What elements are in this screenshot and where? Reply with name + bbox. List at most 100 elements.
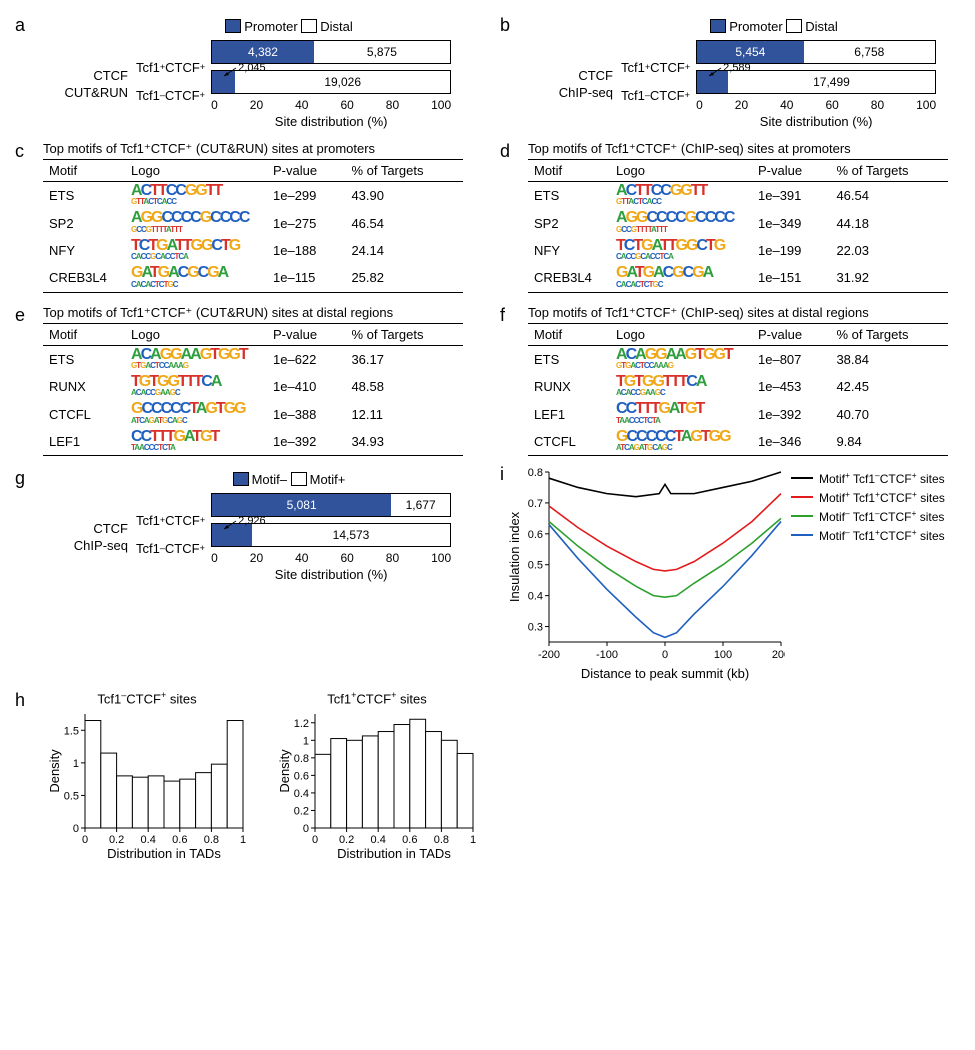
motif-logo: GATGACGCGACACACTCTGC — [610, 264, 752, 292]
density-svg: 00.511.500.20.40.60.81DensityDistributio… — [47, 710, 247, 860]
targets-pct: 9.84 — [830, 428, 948, 456]
legend-label: Motif– Tcf1+CTCF+ sites — [819, 527, 945, 543]
targets-pct: 48.58 — [345, 373, 463, 400]
p-value: 1e–388 — [267, 400, 345, 427]
callout-label: 2,926 — [238, 515, 266, 527]
legend-label: Distal — [805, 19, 838, 34]
p-value: 1e–275 — [267, 209, 345, 236]
density-title: Tcf1+CTCF+ sites — [277, 690, 477, 706]
motif-logo: CCTTTGATGTTAACCCTCTA — [125, 428, 267, 456]
motif-logo: ACTTCCGGTTGTTACTCACC — [610, 182, 752, 210]
motif-table-d: MotifLogoP-value% of TargetsETSACTTCCGGT… — [528, 159, 948, 293]
motif-logo: AGGCCCCGCCCCGCCGTTTTATTT — [610, 209, 752, 236]
motif-title-f: Top motifs of Tcf1⁺CTCF⁺ (ChIP-seq) site… — [528, 305, 960, 321]
stacked-bar: 4,3825,875 — [211, 40, 451, 64]
bar-segment-second: 17,499 — [728, 71, 935, 93]
motif-logo: ACTTCCGGTTGTTACTCACC — [125, 182, 267, 210]
row-label: Tcf1–CTCF+ — [136, 85, 205, 107]
row-label: Tcf1+CTCF+ — [136, 57, 205, 79]
svg-text:Distance to peak summit (kb): Distance to peak summit (kb) — [581, 666, 749, 681]
table-row: ETSACAGGAAGTGGTGTGACTCCAAAG1e–62236.17 — [43, 345, 463, 373]
targets-pct: 44.18 — [830, 209, 948, 236]
table-row: ETSACAGGAAGTGGTGTGACTCCAAAG1e–80738.84 — [528, 345, 948, 373]
svg-text:0.6: 0.6 — [172, 834, 187, 846]
panel-e: e Top motifs of Tcf1⁺CTCF⁺ (CUT&RUN) sit… — [15, 305, 475, 457]
svg-text:0.2: 0.2 — [109, 834, 124, 846]
panel-d: d Top motifs of Tcf1⁺CTCF⁺ (ChIP-seq) si… — [500, 141, 960, 293]
svg-text:-200: -200 — [538, 649, 560, 661]
table-row: CREB3L4GATGACGCGACACACTCTGC1e–11525.82 — [43, 264, 463, 292]
svg-text:0.4: 0.4 — [528, 591, 543, 603]
density-svg: 00.20.40.60.811.200.20.40.60.81DensityDi… — [277, 710, 477, 860]
motif-name: LEF1 — [528, 400, 610, 427]
y-category-label: CTCFCUT&RUN — [43, 68, 136, 102]
svg-text:0.3: 0.3 — [528, 622, 543, 634]
panel-b: b Promoter Distal CTCFChIP-seqTcf1+CTCF+… — [500, 15, 960, 129]
svg-text:0.8: 0.8 — [528, 467, 543, 479]
panel-f: f Top motifs of Tcf1⁺CTCF⁺ (ChIP-seq) si… — [500, 305, 960, 457]
table-row: LEF1CCTTTGATGTTAACCCTCTA1e–39240.70 — [528, 400, 948, 427]
svg-text:Distribution in TADs: Distribution in TADs — [337, 846, 451, 860]
svg-text:100: 100 — [714, 649, 732, 661]
svg-text:0.6: 0.6 — [402, 834, 417, 846]
table-row: NFYTCTGATTGGCTGCACCGCACCTCA1e–18824.14 — [43, 237, 463, 264]
svg-text:0.6: 0.6 — [528, 529, 543, 541]
motif-logo: GCCCCCTAGTGGATCAGATGCAGC — [125, 400, 267, 427]
bar-segment-second: 6,758 — [804, 41, 936, 63]
stacked-bar: 14,5732,926 — [211, 523, 451, 547]
motif-logo: GCCCCCTAGTGGATCAGATGCAGC — [610, 428, 752, 456]
table-row: RUNXTGTGGTTTCAACACCGAAGC1e–41048.58 — [43, 373, 463, 400]
table-row: ETSACTTCCGGTTGTTACTCACC1e–29943.90 — [43, 182, 463, 210]
p-value: 1e–391 — [752, 182, 830, 210]
p-value: 1e–151 — [752, 264, 830, 292]
motif-name: RUNX — [528, 373, 610, 400]
targets-pct: 40.70 — [830, 400, 948, 427]
motif-name: ETS — [43, 345, 125, 373]
svg-text:0: 0 — [303, 823, 309, 835]
motif-name: NFY — [528, 237, 610, 264]
svg-text:1: 1 — [73, 758, 79, 770]
row-label: Tcf1–CTCF+ — [136, 538, 205, 560]
row-label: Tcf1–CTCF+ — [621, 85, 690, 107]
stacked-bar: 5,0811,677 — [211, 493, 451, 517]
table-header: P-value — [752, 160, 830, 182]
panel-label-f: f — [500, 305, 505, 326]
motif-logo: TCTGATTGGCTGCACCGCACCTCA — [125, 237, 267, 264]
line-plot-i: 0.30.40.50.60.70.8-200-1000100200Insulat… — [500, 464, 960, 684]
stacked-bar: 5,4546,758 — [696, 40, 936, 64]
table-header: Motif — [43, 160, 125, 182]
table-header: Motif — [528, 160, 610, 182]
row-label: Tcf1+CTCF+ — [621, 57, 690, 79]
motif-name: RUNX — [43, 373, 125, 400]
line-legend: Motif+ Tcf1–CTCF+ sitesMotif+ Tcf1+CTCF+… — [785, 464, 945, 684]
svg-text:0: 0 — [312, 834, 318, 846]
panel-label-d: d — [500, 141, 510, 162]
motif-title-c: Top motifs of Tcf1⁺CTCF⁺ (CUT&RUN) sites… — [43, 141, 475, 157]
svg-text:0.2: 0.2 — [339, 834, 354, 846]
p-value: 1e–392 — [267, 428, 345, 456]
svg-text:0.8: 0.8 — [434, 834, 449, 846]
legend-swatch — [791, 534, 813, 536]
p-value: 1e–622 — [267, 345, 345, 373]
legend-label: Promoter — [729, 19, 782, 34]
table-header: % of Targets — [830, 323, 948, 345]
svg-text:1: 1 — [470, 834, 476, 846]
stacked-bar: 17,4992,589 — [696, 70, 936, 94]
panel-label-h: h — [15, 690, 25, 711]
table-row: RUNXTGTGGTTTCAACACCGAAGC1e–45342.45 — [528, 373, 948, 400]
targets-pct: 36.17 — [345, 345, 463, 373]
panel-label-i: i — [500, 464, 504, 485]
legend-label: Distal — [320, 19, 353, 34]
table-header: Motif — [43, 323, 125, 345]
p-value: 1e–410 — [267, 373, 345, 400]
p-value: 1e–807 — [752, 345, 830, 373]
legend-swatch — [791, 515, 813, 517]
x-axis-label: Site distribution (%) — [211, 114, 451, 129]
motif-logo: TGTGGTTTCAACACCGAAGC — [610, 373, 752, 400]
table-header: Logo — [125, 160, 267, 182]
motif-name: NFY — [43, 237, 125, 264]
motif-name: ETS — [43, 182, 125, 210]
panel-label-b: b — [500, 15, 510, 36]
panel-label-a: a — [15, 15, 25, 36]
svg-text:-100: -100 — [596, 649, 618, 661]
